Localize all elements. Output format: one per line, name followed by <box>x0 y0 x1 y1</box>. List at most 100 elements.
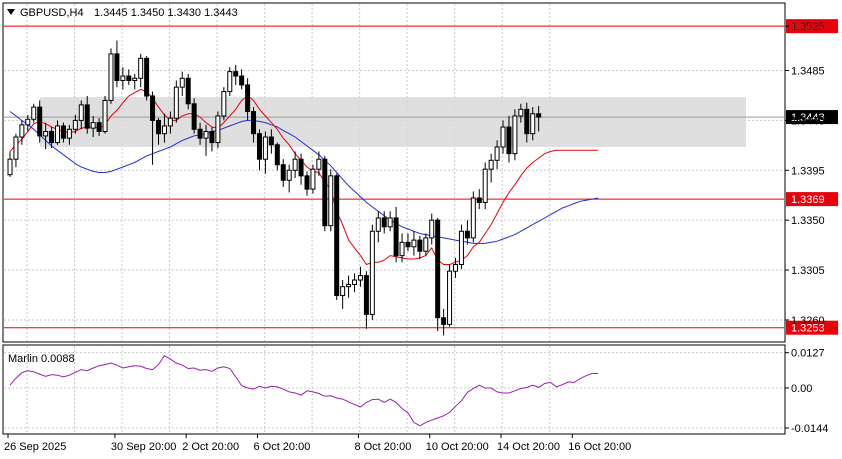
candlestick <box>536 105 542 132</box>
candle-body-bull <box>494 146 500 161</box>
candlestick <box>7 151 13 177</box>
candle-body-bull <box>310 168 316 190</box>
price-tick-label: 1.3440 <box>791 115 825 127</box>
candlestick <box>144 56 150 101</box>
candle-body-bull <box>488 159 494 170</box>
indicator-tick-label: 0.00 <box>791 383 812 395</box>
candle-body-bull <box>167 117 173 127</box>
candle-body-bull <box>429 219 435 239</box>
indicator-panel[interactable] <box>2 344 786 435</box>
candle-body-bull <box>470 197 476 239</box>
candlestick <box>346 275 352 298</box>
candle-body-bull <box>530 113 536 135</box>
level-price-tag-label: 1.3253 <box>791 323 825 335</box>
candle-body-bear <box>506 126 512 155</box>
time-tick-label: 26 Sep 2025 <box>4 441 66 453</box>
candle-body-bull <box>518 108 524 117</box>
candle-body-bull <box>179 77 185 88</box>
candle-body-bull <box>423 237 429 252</box>
candlestick <box>512 109 518 161</box>
candlestick <box>387 211 393 232</box>
candle-body-bear <box>233 71 239 77</box>
candle-body-bull <box>102 99 108 132</box>
candlestick <box>274 142 280 171</box>
candlestick <box>102 96 108 134</box>
candle-body-bear <box>476 197 482 203</box>
candlestick <box>167 111 173 134</box>
candlestick <box>215 111 221 149</box>
candle-body-bull <box>7 158 13 176</box>
candle-body-bear <box>381 217 387 228</box>
main-price-panel[interactable] <box>2 2 786 343</box>
candle-body-bull <box>500 126 506 148</box>
candlestick <box>375 211 381 243</box>
candlestick <box>423 233 429 256</box>
candle-body-bear <box>441 317 447 325</box>
time-tick-label: 14 Oct 20:00 <box>497 441 560 453</box>
candle-body-bull <box>108 53 114 101</box>
candlestick <box>357 266 363 287</box>
dropdown-triangle-icon[interactable] <box>7 9 15 15</box>
candle-body-bull <box>13 136 19 160</box>
candle-body-bear <box>251 111 257 135</box>
candle-body-bear <box>363 275 369 315</box>
candlestick <box>524 102 530 143</box>
time-tick-label: 16 Oct 20:00 <box>568 441 631 453</box>
candle-body-bull <box>316 158 322 170</box>
candle-body-bear <box>464 230 470 239</box>
candlestick <box>464 220 470 245</box>
candle-body-bull <box>399 241 405 257</box>
price-tick-label: 1.3525 <box>791 21 825 33</box>
candlestick <box>120 67 126 90</box>
candle-body-bull <box>328 175 334 227</box>
candle-body-bull <box>482 168 488 203</box>
time-tick-label: 6 Oct 20:00 <box>253 441 310 453</box>
candle-body-bull <box>173 86 179 119</box>
candlestick <box>447 264 453 327</box>
current-price-tag-label: 1.3443 <box>791 112 825 124</box>
candle-body-bull <box>221 91 227 117</box>
candle-body-bull <box>31 106 37 120</box>
level-price-tag <box>786 19 838 34</box>
candlestick <box>429 213 435 245</box>
candle-body-bear <box>156 119 161 135</box>
level-price-tag <box>786 192 838 207</box>
candlestick <box>197 122 203 145</box>
candlestick <box>262 131 268 174</box>
candlestick <box>203 124 209 156</box>
time-tick-label: 8 Oct 20:00 <box>354 441 411 453</box>
candlestick <box>322 155 328 232</box>
candlestick <box>179 71 185 97</box>
candlestick <box>19 120 25 145</box>
candlestick <box>60 122 66 143</box>
candle-body-bear <box>96 122 102 132</box>
candle-body-bear <box>114 53 120 81</box>
candle-body-bull <box>352 279 358 285</box>
candlestick <box>161 113 167 143</box>
candle-body-bear <box>334 175 340 297</box>
candle-body-bear <box>245 84 251 113</box>
candle-body-bull <box>387 217 393 228</box>
candlesticks <box>7 40 542 336</box>
candlestick <box>156 118 161 145</box>
horizontal-levels[interactable]: 1.3525 1.3369 1.3253 1.3443 <box>4 19 838 335</box>
candlestick <box>369 224 375 320</box>
candle-body-bull <box>262 136 268 160</box>
candlestick <box>286 164 292 193</box>
candlestick <box>114 40 120 88</box>
candlestick <box>310 164 316 194</box>
candle-body-bear <box>268 136 274 146</box>
candlestick <box>488 153 494 183</box>
candle-body-bear <box>191 103 197 130</box>
time-tick-label: 30 Sep 20:00 <box>111 441 176 453</box>
candle-body-bear <box>84 104 90 129</box>
candlestick <box>435 217 441 332</box>
indicator-tick-label: -0.0144 <box>791 423 828 435</box>
candlestick <box>280 159 286 187</box>
candlestick <box>43 122 49 150</box>
candle-body-bear <box>239 75 245 86</box>
candlestick <box>84 96 90 134</box>
indicator-tick-label: 0.0127 <box>791 348 825 360</box>
